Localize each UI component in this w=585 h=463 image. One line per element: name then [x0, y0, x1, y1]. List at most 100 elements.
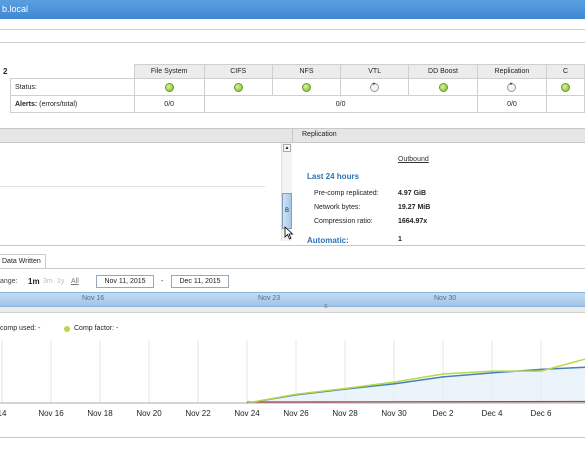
- alerts-label: Alerts:: [15, 100, 38, 108]
- data-point: [540, 370, 542, 372]
- date-to-input[interactable]: Dec 11, 2015: [171, 275, 229, 288]
- status-c[interactable]: [546, 78, 585, 96]
- col-vtl[interactable]: VTL: [340, 64, 410, 79]
- alerts-middle: 0/0: [203, 95, 478, 113]
- alerts-c: [546, 95, 585, 113]
- divider: [0, 268, 585, 269]
- tab-data-written[interactable]: Data Written: [0, 254, 46, 268]
- date-separator: -: [161, 278, 164, 285]
- grip-icon[interactable]: ≡: [324, 304, 328, 310]
- x-tick-label: Nov 20: [136, 409, 162, 418]
- empty-header: [10, 64, 135, 79]
- left-panel-divider: [0, 186, 265, 187]
- network-bytes-value: 19.27 MiB: [398, 204, 431, 211]
- data-point: [491, 372, 493, 374]
- range-label: ange:: [0, 278, 18, 285]
- data-point: [442, 376, 444, 378]
- vertical-scrollbar[interactable]: ▲ B: [281, 143, 292, 241]
- col-nfs[interactable]: NFS: [271, 64, 342, 79]
- divider: [0, 29, 585, 30]
- x-tick-label: Nov 30: [381, 409, 407, 418]
- date-from-input[interactable]: Nov 11, 2015: [96, 275, 154, 288]
- col-file-system[interactable]: File System: [133, 64, 205, 79]
- window-title-bar: b.local: [0, 0, 585, 19]
- status-replication[interactable]: [476, 78, 548, 96]
- range-1m[interactable]: 1m: [28, 277, 40, 286]
- data-point: [491, 370, 493, 372]
- data-point: [393, 383, 395, 385]
- range-1y[interactable]: 1y: [57, 278, 65, 285]
- ok-status-icon: [164, 82, 174, 92]
- legend-label: comp used: -: [0, 325, 41, 332]
- x-tick-label: Nov 22: [185, 409, 211, 418]
- divider: [0, 437, 585, 438]
- legend-item-comp-used[interactable]: comp used: -: [0, 325, 40, 332]
- x-tick-label: Dec 6: [531, 409, 552, 418]
- range-all[interactable]: All: [71, 278, 79, 285]
- date-range-navigator[interactable]: Nov 16 Nov 23 Nov 30: [0, 292, 585, 307]
- legend-dot-icon: [64, 326, 70, 332]
- compression-ratio-value: 1664.97x: [398, 218, 428, 225]
- network-bytes-label: Network bytes:: [314, 204, 361, 211]
- row-number: 2: [3, 67, 8, 76]
- x-tick-label: Nov 24: [234, 409, 260, 418]
- col-cifs[interactable]: CIFS: [203, 64, 273, 79]
- x-tick-label: Dec 2: [433, 409, 454, 418]
- data-point: [295, 393, 297, 396]
- x-tick-label: Dec 4: [482, 409, 503, 418]
- horizontal-scrollbar[interactable]: ≡: [0, 304, 585, 313]
- divider: [0, 245, 585, 246]
- comp-used-area: [247, 367, 585, 403]
- x-tick-label: Nov 26: [283, 409, 309, 418]
- status-dd-boost[interactable]: [408, 78, 478, 96]
- status-cifs[interactable]: [203, 78, 273, 96]
- data-point: [442, 373, 444, 375]
- status-vtl[interactable]: [340, 78, 410, 96]
- data-written-chart: 14 Nov 16 Nov 18 Nov 20 Nov 22 Nov 24 Nov 26 No…: [0, 340, 585, 418]
- col-c[interactable]: C: [546, 64, 585, 79]
- idle-status-icon: [507, 82, 517, 92]
- outbound-link[interactable]: Outbound: [398, 156, 429, 163]
- mouse-cursor-icon: [284, 226, 294, 240]
- alerts-cell: Alerts: (errors/total): [10, 95, 135, 113]
- idle-status-icon: [370, 82, 380, 92]
- x-tick-label: Nov 16: [38, 409, 64, 418]
- x-tick-label: 14: [0, 409, 7, 418]
- navigator-label: Nov 23: [258, 295, 281, 302]
- precomp-label: Pre-comp replicated:: [314, 190, 379, 197]
- compression-ratio-label: Compression ratio:: [314, 218, 373, 225]
- alerts-replication: 0/0: [476, 95, 548, 113]
- x-tick-label: Nov 18: [87, 409, 113, 418]
- data-point: [344, 387, 346, 390]
- automatic-label: Automatic:: [307, 236, 349, 245]
- scroll-up-arrow-icon[interactable]: ▲: [283, 144, 291, 152]
- status-nfs[interactable]: [271, 78, 342, 96]
- range-3m[interactable]: 3m: [43, 278, 53, 285]
- scroll-thumb[interactable]: B: [282, 193, 292, 229]
- col-dd-boost[interactable]: DD Boost: [408, 64, 478, 79]
- replication-header-title: Replication: [302, 131, 337, 138]
- window-title: b.local: [2, 4, 29, 14]
- ok-status-icon: [561, 82, 571, 92]
- legend-label: Comp factor: -: [74, 325, 119, 332]
- status-table: File System CIFS NFS VTL DD Boost Replic…: [10, 64, 585, 113]
- baseline-series-line: [246, 400, 585, 403]
- navigator-label: Nov 30: [434, 295, 457, 302]
- alerts-file-system: 0/0: [133, 95, 205, 113]
- series-line: [246, 358, 585, 404]
- data-point: [393, 381, 395, 383]
- legend-item-comp-factor[interactable]: Comp factor: -: [74, 325, 118, 332]
- status-label: Status:: [10, 78, 135, 96]
- divider: [0, 42, 585, 43]
- replication-panel-header: Replication: [292, 128, 585, 143]
- data-point: [540, 368, 542, 371]
- alerts-sub: (errors/total): [39, 100, 78, 108]
- col-replication[interactable]: Replication: [476, 64, 548, 79]
- last-24-hours-heading: Last 24 hours: [307, 172, 360, 181]
- status-file-system[interactable]: [133, 78, 205, 96]
- ok-status-icon: [301, 82, 311, 92]
- ok-status-icon: [233, 82, 243, 92]
- precomp-value: 4.97 GiB: [398, 190, 427, 197]
- left-panel-header: [0, 128, 292, 143]
- navigator-label: Nov 16: [82, 295, 105, 302]
